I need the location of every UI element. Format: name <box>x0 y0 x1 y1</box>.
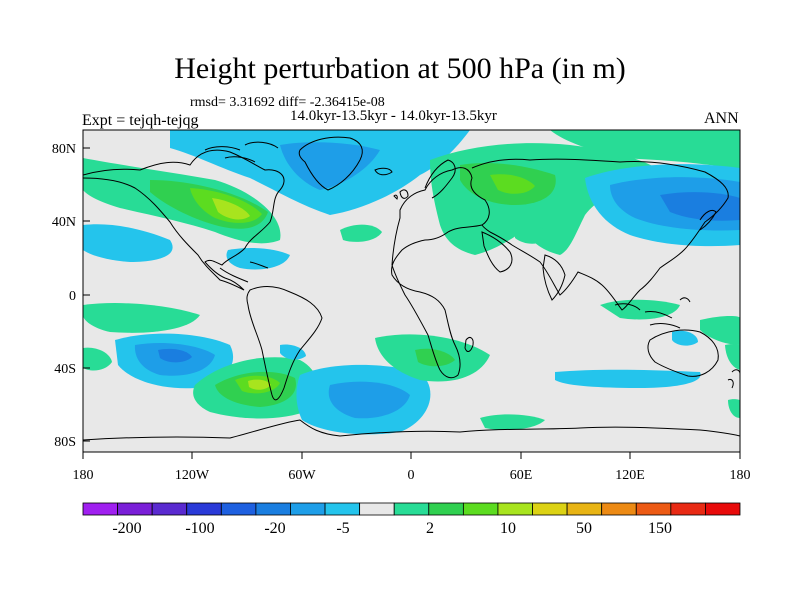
contour-satlantic-blue <box>328 381 410 419</box>
lat-label-0: 0 <box>69 289 76 304</box>
lon-label-120e: 120E <box>615 468 645 483</box>
antarctica-fill <box>83 440 740 452</box>
lon-label-60e: 60E <box>510 468 533 483</box>
lon-label-0: 0 <box>408 468 415 483</box>
lat-axis: 80N 40N 0 40S 80S <box>52 142 90 450</box>
colorbar-swatch-9 <box>393 502 430 516</box>
colorbar-swatch-18 <box>705 502 741 516</box>
contour-southern-ocean-blue <box>555 369 701 388</box>
coast-japan <box>699 209 717 231</box>
contour-spacific-darkblue <box>158 348 192 363</box>
coast-british-isles <box>393 189 409 200</box>
coast-asia <box>471 158 729 311</box>
contour-atlantic-small-teal <box>340 224 382 242</box>
colorbar-swatch-5 <box>255 502 291 516</box>
lon-axis: 180 120W 60W 0 60E 120E 180 <box>73 452 751 483</box>
colorbar-label-2: 2 <box>426 520 434 537</box>
coast-scandinavia <box>424 159 456 199</box>
colorbar-swatch-13 <box>532 502 568 516</box>
colorbar-label-neg200: -200 <box>112 520 141 537</box>
colorbar-swatch-16 <box>635 502 672 516</box>
contour-atlantic-small-blue <box>226 247 290 270</box>
colorbar-labels: -200 -100 -20 -5 2 10 50 150 <box>112 520 672 537</box>
contour-east-antarctic-teal <box>728 399 740 418</box>
colorbar-label-150: 150 <box>648 520 672 537</box>
colorbar-swatch-11 <box>462 502 499 516</box>
period-line: 14.0kyr-13.5kyr - 14.0kyr-13.5kyr <box>290 108 497 124</box>
coast-europe-africa <box>391 167 490 379</box>
contour-easia-darkblue <box>660 192 740 221</box>
coast-india <box>542 254 566 301</box>
coast-se-asia-islands <box>614 297 691 329</box>
contour-greenland-blue <box>280 142 380 190</box>
colorbar-swatch-7 <box>324 502 361 516</box>
stats-line: rmsd= 3.31692 diff= -2.36415e-08 <box>190 95 385 110</box>
contour-eurasia-lime <box>490 174 535 194</box>
colorbar <box>82 502 741 516</box>
contour-namerica-peak <box>212 198 250 220</box>
contour-antarctic-teal <box>480 414 545 430</box>
colorbar-swatch-2 <box>151 502 188 516</box>
lon-label-60w: 60W <box>288 468 316 483</box>
coast-south-america <box>246 286 323 401</box>
lat-label-80n: 80N <box>52 142 76 157</box>
colorbar-label-neg20: -20 <box>264 520 285 537</box>
coast-antarctica <box>83 419 740 441</box>
season-label: ANN <box>704 110 739 127</box>
contour-far-east-teal <box>725 344 740 370</box>
contour-far-sw-teal <box>83 347 112 371</box>
colorbar-swatch-10 <box>428 502 464 516</box>
coastlines <box>83 136 740 441</box>
lon-label-180e: 180 <box>730 468 751 483</box>
coast-australia <box>647 329 719 377</box>
coast-arctic-islands <box>204 141 279 163</box>
contour-pacific-teal <box>700 315 740 345</box>
colorbar-swatch-4 <box>220 502 257 516</box>
coast-arabia <box>481 231 513 273</box>
contour-samerica-peak <box>248 379 271 390</box>
coast-iceland <box>374 167 393 176</box>
experiment-label: Expt = tejqh-tejqg <box>82 112 199 129</box>
colorbar-swatch-12 <box>497 502 533 516</box>
contour-tropics-teal-west <box>83 303 200 333</box>
contour-field <box>83 130 740 452</box>
coast-greenland <box>298 136 363 191</box>
colorbar-swatch-15 <box>601 502 637 516</box>
colorbar-label-neg5: -5 <box>336 520 349 537</box>
colorbar-swatch-1 <box>117 502 153 516</box>
colorbar-label-10: 10 <box>500 520 516 537</box>
colorbar-label-neg100: -100 <box>185 520 214 537</box>
colorbar-swatch-8 <box>359 502 395 516</box>
contour-australia-blue <box>672 330 698 346</box>
lat-label-80s: 80S <box>54 435 76 450</box>
coast-central-america <box>219 261 269 283</box>
coast-madagascar <box>464 337 474 353</box>
lon-label-120w: 120W <box>175 468 210 483</box>
colorbar-swatch-3 <box>186 502 222 516</box>
contour-arctic-teal <box>550 130 740 170</box>
contour-npacific-blue <box>83 224 173 262</box>
lat-label-40s: 40S <box>54 362 76 377</box>
lon-label-180w: 180 <box>73 468 94 483</box>
contour-tibet-teal <box>515 225 550 244</box>
colorbar-swatch-14 <box>566 502 603 516</box>
colorbar-swatch-0 <box>82 502 118 516</box>
lat-label-40n: 40N <box>52 215 76 230</box>
coast-north-america <box>83 149 285 291</box>
colorbar-swatch-17 <box>670 502 706 516</box>
colorbar-label-50: 50 <box>576 520 592 537</box>
plot-title: Height perturbation at 500 hPa (in m) <box>174 52 626 85</box>
contour-samerica-north-blue <box>280 344 306 360</box>
colorbar-swatch-6 <box>290 502 326 516</box>
